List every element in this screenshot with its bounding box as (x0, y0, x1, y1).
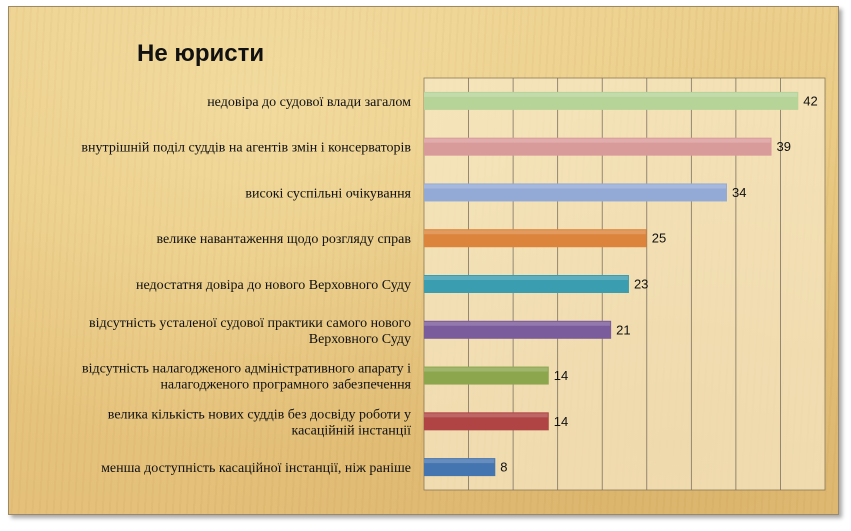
category-label-line: відсутність налагодженого адміністративн… (82, 362, 411, 377)
value-labels: 42 39 34 25 23 21 14 14 8 (500, 93, 817, 474)
bar-highlight (424, 230, 646, 235)
data-label: 14 (554, 414, 568, 429)
data-label: 34 (732, 185, 746, 200)
data-label: 14 (554, 368, 568, 383)
data-label: 39 (777, 139, 791, 154)
category-label: високі суспільні очікування (245, 186, 411, 201)
bar (424, 229, 647, 248)
category-label-line: відсутність усталеної судової практики с… (89, 316, 411, 331)
category-label-line: недостатня довіра до нового Верховного С… (136, 278, 411, 293)
category-label: менша доступність касаційної інстанції, … (101, 461, 411, 476)
bar (424, 320, 612, 339)
bar-highlight (424, 459, 495, 464)
bars (424, 91, 799, 477)
category-label-line: високі суспільні очікування (245, 186, 411, 201)
bar-highlight (424, 184, 726, 189)
bar (424, 275, 629, 293)
bar (424, 183, 727, 202)
category-label: внутрішній поділ суддів на агентів змін … (81, 141, 411, 156)
category-label-line: внутрішній поділ суддів на агентів змін … (81, 141, 411, 156)
category-label: велике навантаження щодо розгляду справ (157, 232, 412, 247)
data-label: 25 (652, 231, 666, 246)
category-label-line: налагодженого програмного забезпечення (160, 378, 411, 393)
bar-highlight (424, 413, 548, 418)
bar-highlight (424, 367, 548, 372)
chart-title: Не юристи (137, 40, 265, 67)
data-label: 23 (634, 277, 648, 292)
category-label: недостатня довіра до нового Верховного С… (136, 278, 411, 293)
bar (424, 458, 496, 477)
bar-highlight (424, 92, 798, 97)
category-label-line: касаційній інстанції (291, 423, 411, 438)
category-label-line: велика кількість нових суддів без досвід… (108, 407, 411, 422)
data-label: 21 (616, 322, 630, 337)
category-label: відсутність налагодженого адміністративн… (82, 362, 412, 393)
category-label: недовіра до судової влади загалом (207, 95, 411, 110)
category-label-line: велике навантаження щодо розгляду справ (157, 232, 412, 247)
bar (424, 137, 772, 156)
bar (424, 412, 549, 431)
category-label: велика кількість нових суддів без досвід… (108, 407, 411, 438)
category-label-line: Верховного Суду (309, 332, 411, 347)
bar (424, 91, 799, 110)
category-label-line: недовіра до судової влади загалом (207, 95, 411, 110)
bar-highlight (424, 321, 611, 326)
data-label: 42 (803, 93, 817, 108)
category-labels: недовіра до судової влади загалом внутріш… (81, 95, 411, 476)
bar-highlight (424, 276, 628, 280)
bar (424, 366, 549, 385)
data-label: 8 (500, 460, 507, 475)
category-label-line: менша доступність касаційної інстанції, … (101, 461, 411, 476)
bar-highlight (424, 138, 771, 143)
category-label: відсутність усталеної судової практики с… (89, 316, 411, 347)
